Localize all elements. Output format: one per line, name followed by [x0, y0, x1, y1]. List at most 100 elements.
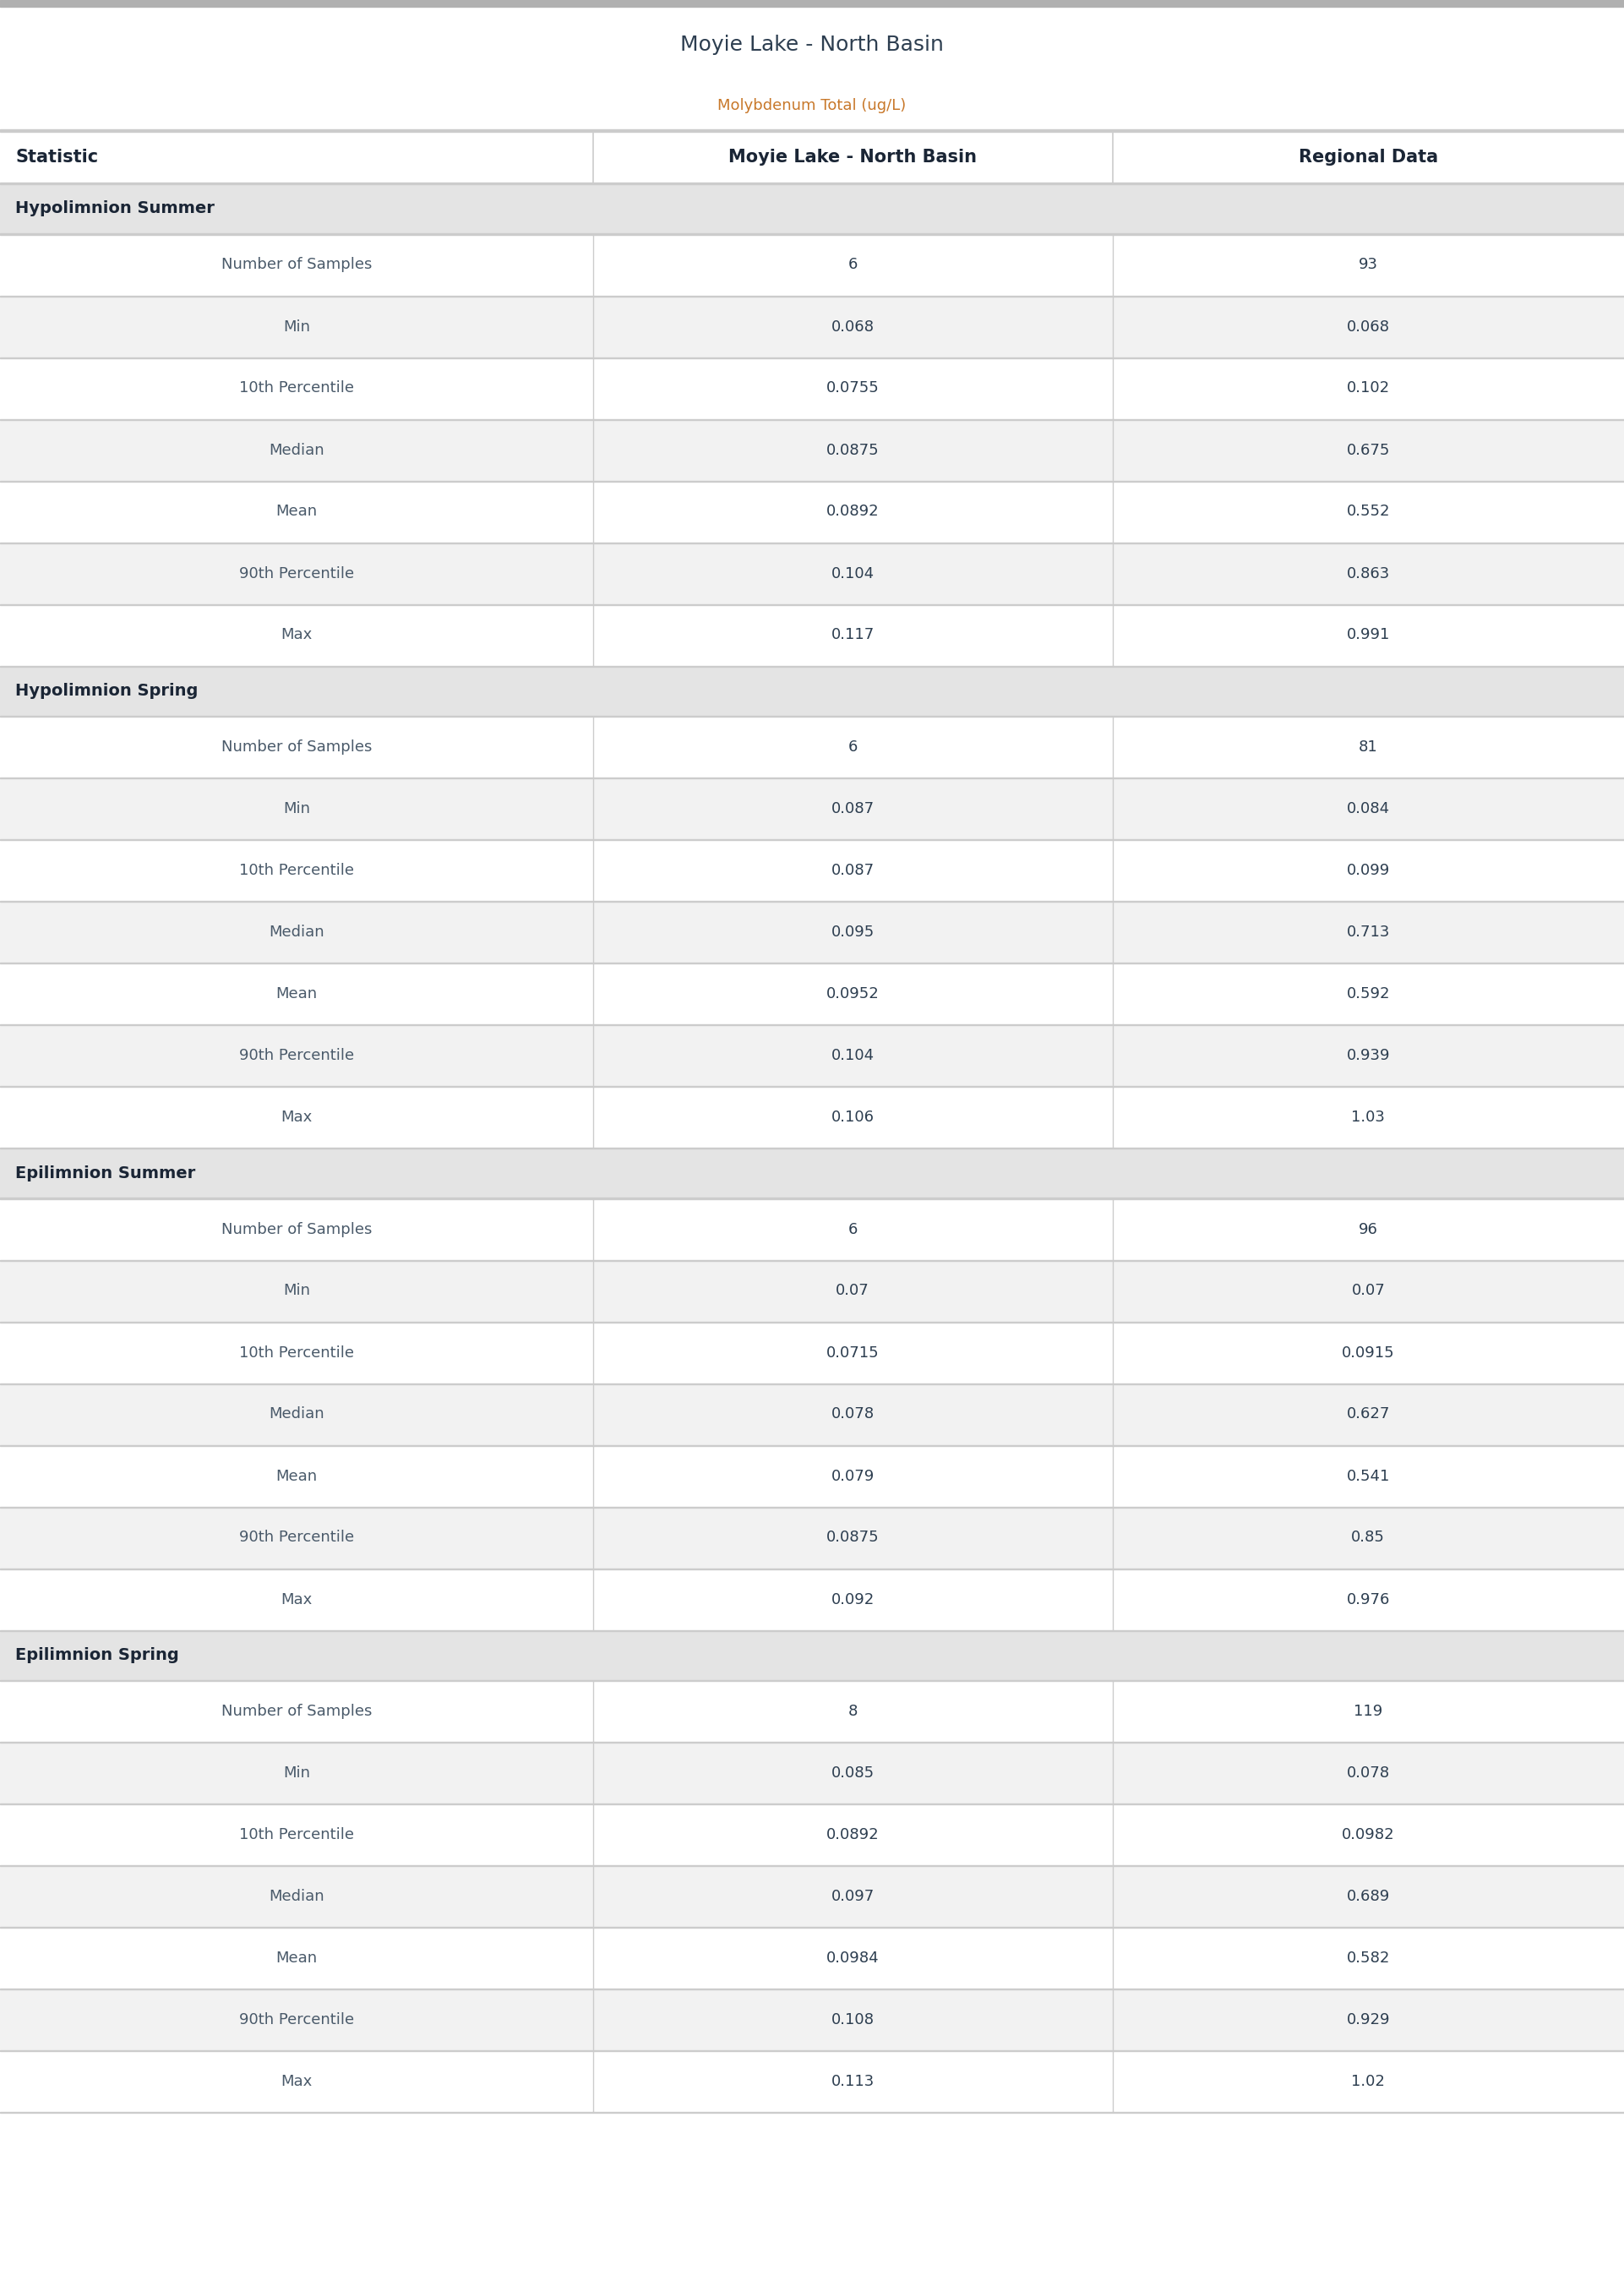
Bar	[0, 234, 1624, 295]
Text: 0.068: 0.068	[1346, 320, 1390, 334]
Text: Hypolimnion Summer: Hypolimnion Summer	[15, 200, 214, 216]
Text: 6: 6	[848, 740, 857, 754]
Text: Molybdenum Total (ug/L): Molybdenum Total (ug/L)	[718, 98, 906, 114]
Text: 90th Percentile: 90th Percentile	[239, 565, 354, 581]
Text: Hypolimnion Spring: Hypolimnion Spring	[15, 683, 198, 699]
Bar	[0, 717, 1624, 779]
Text: 0.099: 0.099	[1346, 863, 1390, 878]
Bar	[0, 129, 1624, 132]
Text: 0.0715: 0.0715	[827, 1346, 879, 1360]
Text: 10th Percentile: 10th Percentile	[239, 381, 354, 395]
Text: 0.627: 0.627	[1346, 1407, 1390, 1421]
Text: 0.929: 0.929	[1346, 2011, 1390, 2027]
Bar	[0, 1630, 1624, 1680]
Text: 0.0984: 0.0984	[827, 1950, 879, 1966]
Text: Median: Median	[268, 443, 325, 459]
Text: Number of Samples: Number of Samples	[221, 740, 372, 754]
Text: Number of Samples: Number of Samples	[221, 1705, 372, 1718]
Bar	[0, 420, 1624, 481]
Text: 1.02: 1.02	[1351, 2075, 1385, 2088]
Bar	[0, 7, 1624, 82]
Text: Median: Median	[268, 1889, 325, 1905]
Text: Max: Max	[281, 627, 312, 642]
Text: 0.104: 0.104	[831, 1049, 874, 1062]
Text: Epilimnion Summer: Epilimnion Summer	[15, 1165, 195, 1180]
Text: 0.0755: 0.0755	[827, 381, 879, 395]
Text: 0.582: 0.582	[1346, 1950, 1390, 1966]
Bar	[0, 604, 1624, 665]
Bar	[0, 1805, 1624, 1866]
Text: 0.689: 0.689	[1346, 1889, 1390, 1905]
Text: 0.592: 0.592	[1346, 985, 1390, 1001]
Text: 0.108: 0.108	[831, 2011, 874, 2027]
Bar	[0, 1866, 1624, 1927]
Text: 0.0875: 0.0875	[827, 1530, 879, 1546]
Bar	[0, 543, 1624, 604]
Text: 0.939: 0.939	[1346, 1049, 1390, 1062]
Bar	[0, 1927, 1624, 1989]
Bar	[0, 1446, 1624, 1507]
Text: Statistic: Statistic	[15, 150, 97, 166]
Text: 1.03: 1.03	[1351, 1110, 1385, 1126]
Bar	[0, 1026, 1624, 1085]
Text: Max: Max	[281, 1591, 312, 1607]
Bar	[0, 1087, 1624, 1149]
Bar	[0, 1149, 1624, 1199]
Text: 90th Percentile: 90th Percentile	[239, 2011, 354, 2027]
Text: Min: Min	[283, 1766, 310, 1780]
Text: 0.087: 0.087	[831, 801, 874, 817]
Text: 0.0982: 0.0982	[1341, 1827, 1395, 1843]
Text: Max: Max	[281, 1110, 312, 1126]
Bar	[0, 962, 1624, 1024]
Bar	[0, 1989, 1624, 2050]
Text: 0.106: 0.106	[831, 1110, 874, 1126]
Text: Min: Min	[283, 320, 310, 334]
Text: Mean: Mean	[276, 985, 317, 1001]
Text: 0.068: 0.068	[831, 320, 874, 334]
Bar	[0, 779, 1624, 840]
Text: Moyie Lake - North Basin: Moyie Lake - North Basin	[680, 34, 944, 54]
Text: 0.976: 0.976	[1346, 1591, 1390, 1607]
Text: 119: 119	[1354, 1705, 1382, 1718]
Text: 0.087: 0.087	[831, 863, 874, 878]
Bar	[0, 1743, 1624, 1802]
Text: Median: Median	[268, 1407, 325, 1421]
Text: 0.0915: 0.0915	[1341, 1346, 1395, 1360]
Text: 10th Percentile: 10th Percentile	[239, 863, 354, 878]
Text: 0.0875: 0.0875	[827, 443, 879, 459]
Bar	[0, 1569, 1624, 1630]
Text: 81: 81	[1359, 740, 1377, 754]
Text: 0.084: 0.084	[1346, 801, 1390, 817]
Text: 0.078: 0.078	[831, 1407, 874, 1421]
Text: 0.541: 0.541	[1346, 1469, 1390, 1485]
Text: 10th Percentile: 10th Percentile	[239, 1346, 354, 1360]
Text: 0.552: 0.552	[1346, 504, 1390, 520]
Bar	[0, 359, 1624, 418]
Text: Mean: Mean	[276, 504, 317, 520]
Text: Min: Min	[283, 801, 310, 817]
Text: Number of Samples: Number of Samples	[221, 1221, 372, 1237]
Text: Epilimnion Spring: Epilimnion Spring	[15, 1648, 179, 1664]
Text: Moyie Lake - North Basin: Moyie Lake - North Basin	[729, 150, 976, 166]
Text: 6: 6	[848, 257, 857, 272]
Text: 0.07: 0.07	[1351, 1283, 1385, 1298]
Bar	[0, 1682, 1624, 1741]
Text: Regional Data: Regional Data	[1299, 150, 1437, 166]
Text: 90th Percentile: 90th Percentile	[239, 1049, 354, 1062]
Bar	[0, 1199, 1624, 1260]
Text: Mean: Mean	[276, 1469, 317, 1485]
Text: Max: Max	[281, 2075, 312, 2088]
Bar	[0, 82, 1624, 129]
Bar	[0, 481, 1624, 543]
Text: 93: 93	[1359, 257, 1377, 272]
Text: Number of Samples: Number of Samples	[221, 257, 372, 272]
Text: 90th Percentile: 90th Percentile	[239, 1530, 354, 1546]
Text: 0.102: 0.102	[1346, 381, 1390, 395]
Text: 0.097: 0.097	[831, 1889, 874, 1905]
Text: 96: 96	[1359, 1221, 1377, 1237]
Text: 0.117: 0.117	[831, 627, 874, 642]
Text: 0.991: 0.991	[1346, 627, 1390, 642]
Text: 0.675: 0.675	[1346, 443, 1390, 459]
Bar	[0, 132, 1624, 182]
Bar	[0, 667, 1624, 715]
